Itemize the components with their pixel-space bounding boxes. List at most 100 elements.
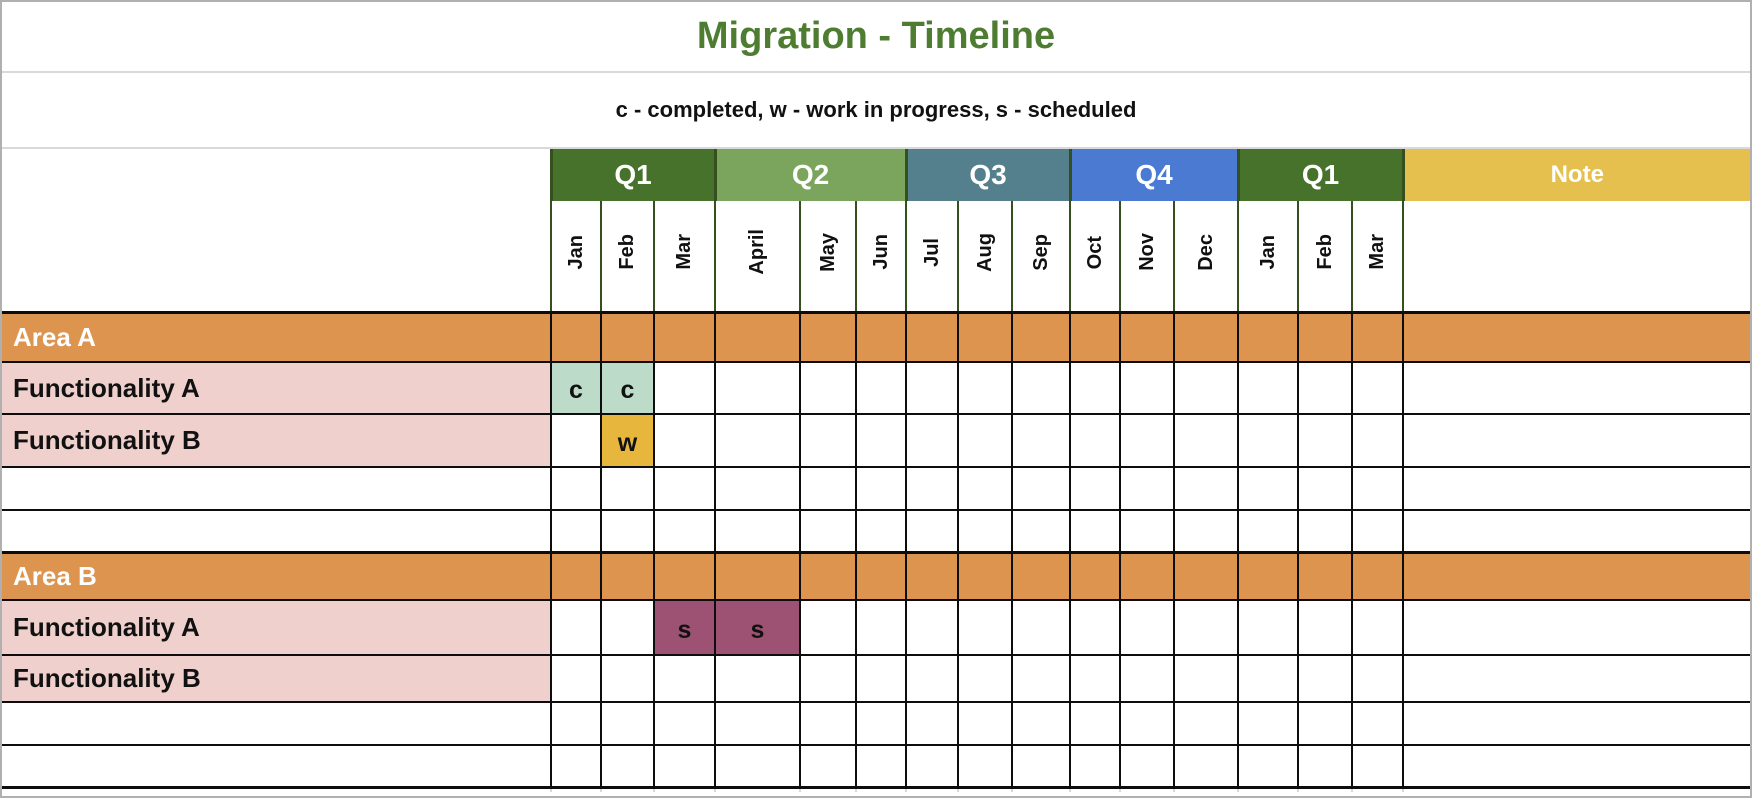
month-cell-empty[interactable] — [1173, 701, 1238, 746]
month-cell-empty[interactable] — [905, 466, 958, 511]
area-month-cell[interactable] — [653, 310, 715, 363]
month-cell-empty[interactable] — [905, 361, 958, 415]
month-header-14-feb[interactable]: Feb — [1297, 201, 1353, 312]
month-header-11-nov[interactable]: Nov — [1119, 201, 1175, 312]
month-cell-empty[interactable] — [1173, 361, 1238, 415]
month-cell-empty[interactable] — [1173, 654, 1238, 703]
month-cell-empty[interactable] — [905, 744, 958, 789]
month-cell-empty[interactable] — [714, 466, 800, 511]
month-cell-empty[interactable] — [905, 599, 958, 656]
month-cell-empty[interactable] — [1237, 599, 1298, 656]
month-cell-empty[interactable] — [905, 413, 958, 468]
area-month-cell[interactable] — [1069, 310, 1120, 363]
month-cell-empty[interactable] — [1297, 413, 1352, 468]
month-cell-empty[interactable] — [799, 599, 856, 656]
month-header-7-jul[interactable]: Jul — [905, 201, 959, 312]
month-cell-empty[interactable] — [855, 361, 906, 415]
month-header-5-may[interactable]: May — [799, 201, 857, 312]
month-cell-empty[interactable] — [1011, 599, 1070, 656]
month-cell-empty[interactable] — [1173, 599, 1238, 656]
month-cell-empty[interactable] — [1069, 509, 1120, 553]
month-cell-empty[interactable] — [1119, 701, 1174, 746]
month-cell-empty[interactable] — [1069, 361, 1120, 415]
month-cell-empty[interactable] — [957, 701, 1012, 746]
month-cell-empty[interactable] — [1119, 466, 1174, 511]
month-cell-empty[interactable] — [1297, 361, 1352, 415]
status-cell-s[interactable]: s — [653, 599, 715, 656]
status-cell-c[interactable]: c — [600, 361, 654, 415]
area-month-cell[interactable] — [550, 550, 601, 601]
area-month-cell[interactable] — [957, 550, 1012, 601]
month-cell-empty[interactable] — [799, 413, 856, 468]
month-cell-empty[interactable] — [600, 599, 654, 656]
task-label-cell[interactable]: Functionality B — [2, 413, 551, 468]
quarter-header-q4[interactable]: Q4 — [1068, 149, 1240, 201]
task-label-cell[interactable]: Functionality A — [2, 599, 551, 656]
month-header-8-aug[interactable]: Aug — [957, 201, 1013, 312]
quarter-header-q1[interactable]: Q1 — [549, 149, 717, 201]
month-cell-empty[interactable] — [905, 654, 958, 703]
month-cell-empty[interactable] — [799, 509, 856, 553]
month-header-2-feb[interactable]: Feb — [600, 201, 655, 312]
status-cell-c[interactable]: c — [550, 361, 601, 415]
month-cell-empty[interactable] — [957, 599, 1012, 656]
area-label-cell[interactable]: Area B — [2, 550, 551, 601]
month-cell-empty[interactable] — [1069, 599, 1120, 656]
month-cell-empty[interactable] — [1297, 654, 1352, 703]
corner-cell[interactable] — [2, 149, 551, 201]
month-cell-empty[interactable] — [550, 413, 601, 468]
month-cell-empty[interactable] — [799, 361, 856, 415]
status-cell-w[interactable]: w — [600, 413, 654, 468]
month-cell-empty[interactable] — [1069, 413, 1120, 468]
month-cell-empty[interactable] — [1011, 701, 1070, 746]
area-month-cell[interactable] — [714, 310, 800, 363]
month-cell-empty[interactable] — [799, 744, 856, 789]
note-cell[interactable] — [1402, 550, 1750, 601]
area-month-cell[interactable] — [1237, 310, 1298, 363]
note-column-spacer[interactable] — [1402, 201, 1750, 312]
month-cell-empty[interactable] — [1011, 466, 1070, 511]
month-cell-empty[interactable] — [957, 361, 1012, 415]
note-cell[interactable] — [1402, 310, 1750, 363]
month-cell-empty[interactable] — [1351, 413, 1403, 468]
month-header-1-jan[interactable]: Jan — [550, 201, 602, 312]
area-month-cell[interactable] — [905, 310, 958, 363]
month-cell-empty[interactable] — [1173, 509, 1238, 553]
month-cell-empty[interactable] — [1351, 744, 1403, 789]
area-month-cell[interactable] — [600, 550, 654, 601]
month-cell-empty[interactable] — [600, 509, 654, 553]
note-cell[interactable] — [1402, 744, 1750, 789]
month-cell-empty[interactable] — [957, 466, 1012, 511]
empty-label-cell[interactable] — [2, 744, 551, 789]
empty-label-cell[interactable] — [2, 701, 551, 746]
note-cell[interactable] — [1402, 361, 1750, 415]
month-header-10-oct[interactable]: Oct — [1069, 201, 1121, 312]
month-cell-empty[interactable] — [1069, 466, 1120, 511]
month-cell-empty[interactable] — [714, 654, 800, 703]
month-cell-empty[interactable] — [855, 744, 906, 789]
month-cell-empty[interactable] — [855, 413, 906, 468]
month-cell-empty[interactable] — [1351, 466, 1403, 511]
month-cell-empty[interactable] — [855, 701, 906, 746]
month-cell-empty[interactable] — [653, 701, 715, 746]
month-cell-empty[interactable] — [714, 701, 800, 746]
month-cell-empty[interactable] — [1351, 361, 1403, 415]
status-cell-s[interactable]: s — [714, 599, 800, 656]
month-header-13-jan[interactable]: Jan — [1237, 201, 1299, 312]
month-cell-empty[interactable] — [855, 466, 906, 511]
month-cell-empty[interactable] — [600, 744, 654, 789]
area-month-cell[interactable] — [1297, 310, 1352, 363]
area-month-cell[interactable] — [653, 550, 715, 601]
month-cell-empty[interactable] — [653, 654, 715, 703]
area-month-cell[interactable] — [799, 310, 856, 363]
area-month-cell[interactable] — [1297, 550, 1352, 601]
area-month-cell[interactable] — [1119, 310, 1174, 363]
month-cell-empty[interactable] — [957, 654, 1012, 703]
month-cell-empty[interactable] — [1237, 509, 1298, 553]
quarter-header-q1-next[interactable]: Q1 — [1236, 149, 1405, 201]
month-cell-empty[interactable] — [653, 361, 715, 415]
month-cell-empty[interactable] — [714, 361, 800, 415]
month-cell-empty[interactable] — [653, 744, 715, 789]
month-cell-empty[interactable] — [1011, 744, 1070, 789]
month-cell-empty[interactable] — [1119, 509, 1174, 553]
